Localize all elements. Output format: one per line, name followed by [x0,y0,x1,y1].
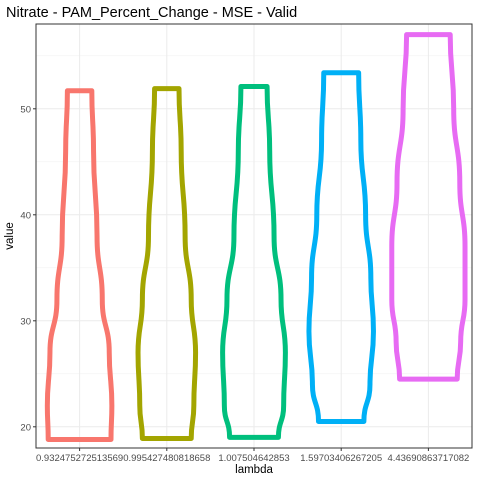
x-tick-label: 1.007504642853 [218,453,289,464]
x-tick-label: 0.932475272513569 [36,453,123,464]
x-tick-label: 4.43690863717082 [387,453,469,464]
y-tick-label: 30 [20,316,31,327]
y-tick-label: 40 [20,210,31,221]
violin-2 [135,86,199,441]
violin-3 [220,84,288,440]
x-tick-label: 1.59703406267205 [300,453,382,464]
violin-5 [389,32,468,382]
violin-1 [44,88,115,443]
x-axis-title: lambda [235,464,273,476]
y-axis: 20 30 40 50 [20,104,36,433]
chart-title: Nitrate - PAM_Percent_Change - MSE - Val… [6,5,297,21]
violins [44,32,468,443]
y-tick-label: 50 [20,104,31,115]
y-tick-label: 20 [20,422,31,433]
y-axis-title: value [4,222,16,250]
x-tick-label: 0.995427480818658 [123,453,210,464]
x-axis: 0.932475272513569 0.995427480818658 1.0075… [36,448,469,464]
violin-4 [306,70,376,424]
